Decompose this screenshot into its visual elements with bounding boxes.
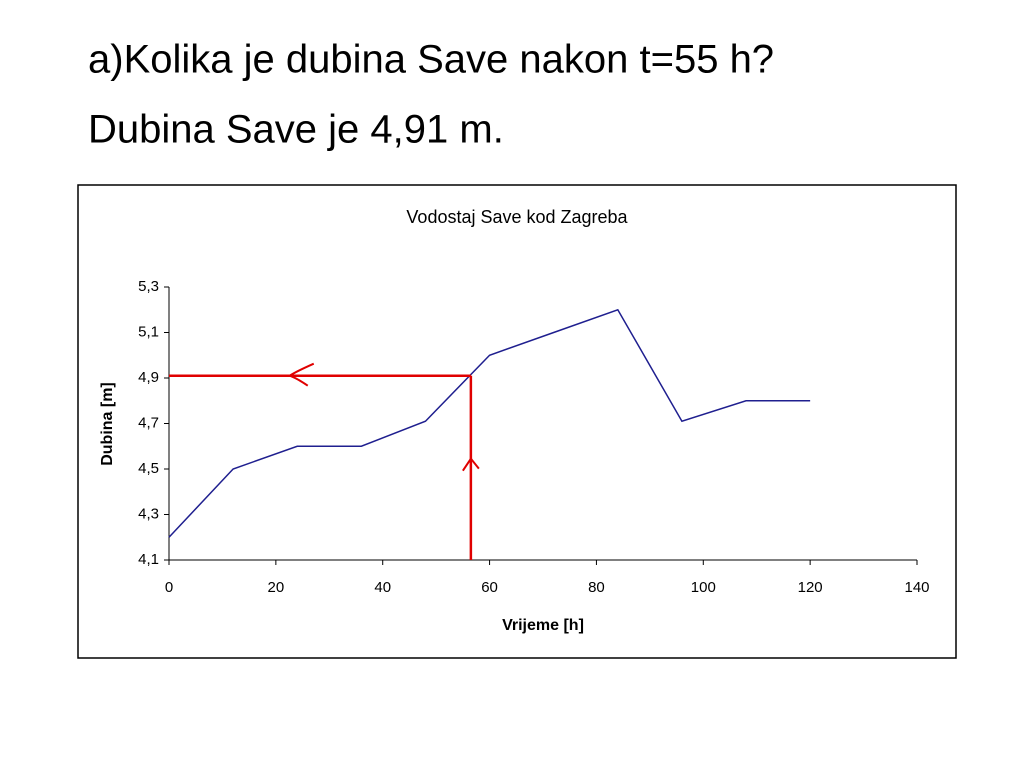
y-tick-label: 4,5 [138,460,159,477]
x-tick-label: 140 [904,579,929,596]
x-tick-label: 100 [691,579,716,596]
y-tick-label: 5,3 [138,278,159,295]
y-tick-label: 4,3 [138,505,159,522]
y-tick-label: 5,1 [138,323,159,340]
y-tick-label: 4,7 [138,414,159,431]
x-tick-label: 60 [481,579,498,596]
arrow-head-left [287,362,315,387]
x-tick-label: 0 [165,579,173,596]
question: a)Kolika je dubina Save nakon t=55 h? [88,38,774,82]
arrow-head-up [462,456,480,472]
chart-frame [77,184,957,659]
y-tick-label: 4,9 [138,369,159,386]
x-tick-label: 120 [798,579,823,596]
x-tick-label: 20 [268,579,285,596]
answer: Dubina Save je 4,91 m. [88,108,504,152]
chart-title: Vodostaj Save kod Zagreba [406,207,628,227]
x-tick-label: 80 [588,579,605,596]
y-tick-label: 4,1 [138,551,159,568]
x-axis-title: Vrijeme [h] [502,617,584,634]
x-tick-label: 40 [374,579,391,596]
y-axis-title: Dubina [m] [99,382,116,466]
data-line [168,308,811,538]
